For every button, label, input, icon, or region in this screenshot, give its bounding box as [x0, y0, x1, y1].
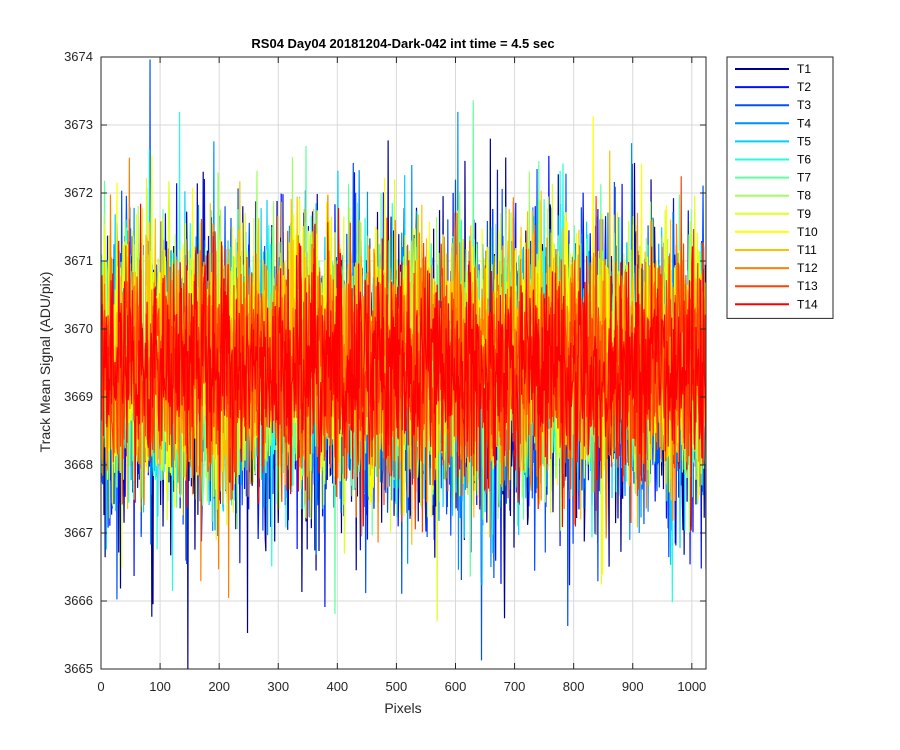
legend-label-t3: T3 — [797, 98, 811, 112]
legend-label-t12: T12 — [797, 261, 818, 275]
legend-box — [726, 56, 834, 319]
legend-label-t7: T7 — [797, 171, 811, 185]
x-tick-label: 100 — [149, 679, 171, 694]
series-line-t14 — [101, 203, 706, 531]
legend-label-t2: T2 — [797, 80, 811, 94]
x-tick-label: 300 — [267, 679, 289, 694]
legend-label-t8: T8 — [797, 189, 811, 203]
x-axis-label: Pixels — [384, 700, 421, 716]
y-tick-label: 3673 — [64, 117, 93, 132]
legend-label-t9: T9 — [797, 207, 811, 221]
legend-label-t5: T5 — [797, 134, 811, 148]
y-axis-label: Track Mean Signal (ADU/pix) — [37, 272, 53, 453]
plot-area — [101, 59, 706, 669]
legend-label-t11: T11 — [797, 243, 817, 257]
legend-label-t1: T1 — [797, 62, 811, 76]
legend-label-t10: T10 — [797, 225, 818, 239]
y-tick-label: 3668 — [64, 457, 93, 472]
legend-label-t6: T6 — [797, 153, 811, 167]
x-tick-label: 200 — [208, 679, 230, 694]
x-tick-label: 700 — [504, 679, 526, 694]
x-tick-label: 900 — [622, 679, 644, 694]
y-tick-label: 3670 — [64, 321, 93, 336]
axes — [100, 56, 707, 670]
x-tick-label: 500 — [386, 679, 408, 694]
y-tick-label: 3672 — [64, 185, 93, 200]
legend: T1 T2 T3 T4 T5 T6 T7 T8 T9 T10 T11 T12 T13 T14 — [726, 56, 834, 319]
legend-label-t4: T4 — [797, 116, 811, 130]
y-tick-label: 3671 — [64, 253, 93, 268]
x-tick-label: 600 — [445, 679, 467, 694]
x-tick-label: 400 — [326, 679, 348, 694]
chart-title: RS04 Day04 20181204-Dark-042 int time = … — [251, 36, 554, 51]
x-tick-label: 1000 — [677, 679, 706, 694]
series-line-t13 — [101, 176, 706, 533]
ticks: 0 100 200 300 400 500 600 700 800 900 1000 3665 3666… — [64, 49, 706, 694]
y-tick-label: 3674 — [64, 49, 93, 64]
x-tick-label: 800 — [563, 679, 585, 694]
y-tick-label: 3667 — [64, 525, 93, 540]
legend-label-t13: T13 — [797, 279, 818, 293]
y-tick-label: 3665 — [64, 661, 93, 676]
y-tick-label: 3669 — [64, 389, 93, 404]
y-tick-label: 3666 — [64, 593, 93, 608]
x-tick-label: 0 — [97, 679, 104, 694]
legend-label-t14: T14 — [797, 297, 818, 311]
axes-box — [100, 56, 707, 670]
